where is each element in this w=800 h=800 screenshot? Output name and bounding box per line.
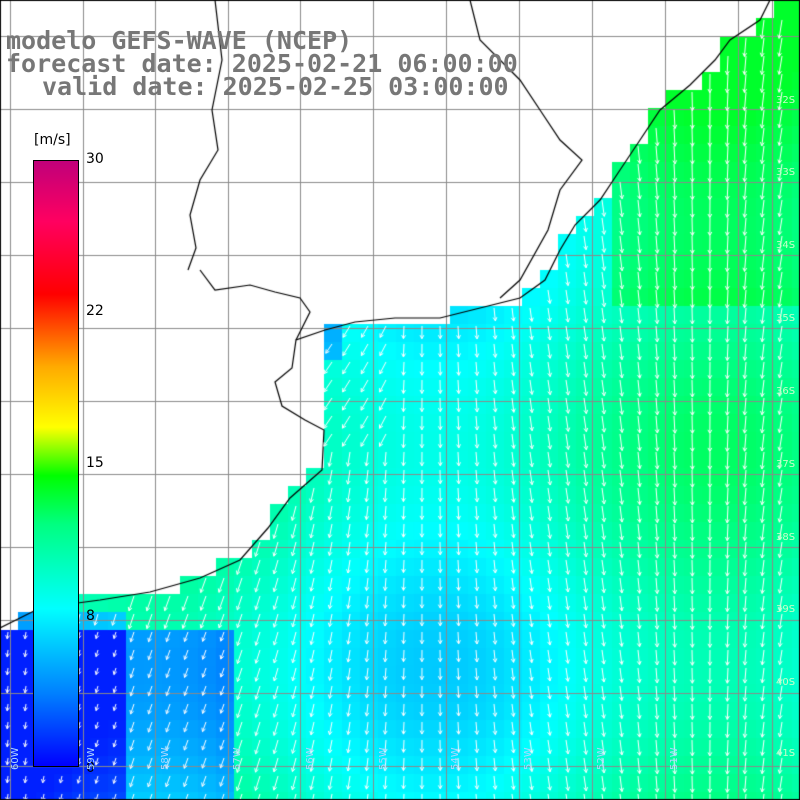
- lat-label: 40S: [776, 677, 796, 688]
- lon-label: 59W: [86, 747, 97, 770]
- lon-label: 52W: [596, 747, 607, 770]
- forecast-date: forecast date: 2025-02-21 06:00:00: [6, 49, 518, 78]
- colorbar-unit: [m/s]: [34, 132, 71, 148]
- lat-label: 36S: [776, 386, 796, 397]
- colorbar-tick-8: 8: [86, 608, 95, 624]
- colorbar: [33, 160, 79, 767]
- lon-label: 56W: [305, 747, 316, 770]
- lon-label: 53W: [523, 747, 534, 770]
- lat-label: 35S: [776, 313, 796, 324]
- lat-label: 39S: [776, 604, 796, 615]
- valid-date: valid date: 2025-02-25 03:00:00: [42, 72, 509, 101]
- colorbar-tick-30: 30: [86, 151, 104, 167]
- lat-label: 41S: [776, 748, 796, 759]
- lon-label: 60W: [10, 747, 21, 770]
- lon-label: 55W: [378, 747, 389, 770]
- lat-label: 38S: [776, 532, 796, 543]
- colorbar-tick-22: 22: [86, 303, 104, 319]
- lat-label: 33S: [776, 167, 796, 178]
- lat-label: 34S: [776, 240, 796, 251]
- lon-label: 51W: [669, 747, 680, 770]
- colorbar-tick-0: 0: [86, 760, 95, 776]
- lon-label: 54W: [450, 747, 461, 770]
- lon-label: 58W: [160, 747, 171, 770]
- lon-label: 57W: [232, 747, 243, 770]
- lat-label: 37S: [776, 459, 796, 470]
- lat-label: 32S: [776, 95, 796, 106]
- model-title: modelo GEFS-WAVE (NCEP): [6, 26, 353, 55]
- colorbar-tick-15: 15: [86, 455, 104, 471]
